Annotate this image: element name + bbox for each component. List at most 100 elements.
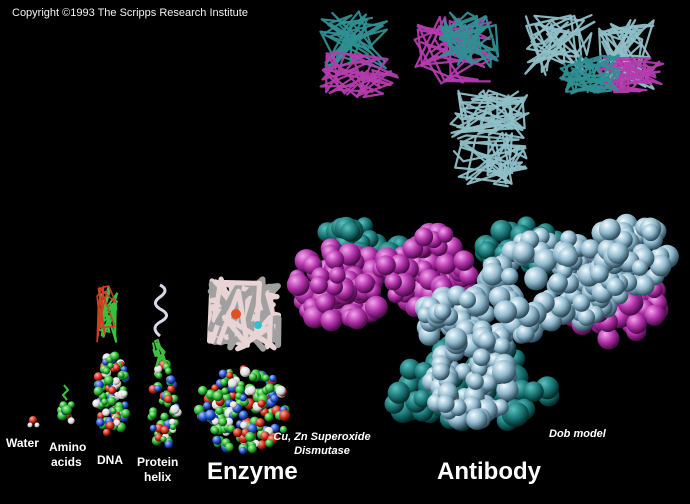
- atom-sphere: [118, 372, 125, 379]
- spacefill-atom: [385, 273, 402, 291]
- atom-sphere: [248, 372, 258, 382]
- label-protein-line1: Protein: [137, 455, 179, 469]
- spacefill-atom: [598, 218, 621, 241]
- spacefill-atom: [309, 276, 328, 295]
- atom-sphere: [215, 406, 224, 415]
- atomic-models: [27, 283, 291, 455]
- spacefill-atom: [481, 262, 505, 286]
- spacefill-atom: [375, 255, 396, 276]
- atom-sphere: [164, 440, 173, 449]
- atom-sphere: [238, 410, 249, 420]
- spacefill-atom: [590, 264, 609, 283]
- atom-sphere: [110, 351, 120, 361]
- atom-sphere: [155, 372, 163, 380]
- atom-sphere: [198, 385, 208, 396]
- spacefill-atom: [534, 249, 558, 272]
- spacefill-atom: [504, 402, 529, 427]
- spacefill-atom: [626, 313, 648, 334]
- spacefill-atom: [437, 226, 454, 243]
- spacefill-atom: [354, 273, 375, 294]
- atom-sphere: [112, 377, 120, 385]
- spacefill-atom: [524, 266, 548, 291]
- atom-sphere: [211, 417, 220, 426]
- atom-sphere: [103, 375, 114, 386]
- atom-sphere: [112, 364, 121, 372]
- atom-sphere: [203, 401, 212, 410]
- water-oxygen: [29, 416, 37, 424]
- spacefill-atom: [414, 227, 434, 247]
- label-amino-acids: Amino acids: [49, 440, 86, 470]
- spacefill-atom: [477, 331, 496, 350]
- atom-sphere: [121, 408, 131, 419]
- ribbon-strand: [526, 14, 596, 76]
- atom-sphere: [265, 439, 274, 448]
- spacefill-atom: [387, 381, 410, 404]
- atom-sphere: [105, 421, 115, 430]
- spacefill-atom: [643, 304, 666, 326]
- spacefill-atom: [458, 291, 476, 309]
- atom-sphere: [160, 412, 169, 421]
- atom-sphere: [227, 378, 238, 389]
- spacefill-atom: [315, 293, 335, 314]
- atom-sphere: [255, 418, 265, 428]
- ribbon-strand: [595, 58, 661, 94]
- atom-sphere: [226, 371, 234, 380]
- antibody-spacefill-model: [286, 213, 679, 432]
- ribbon-strand: [321, 52, 399, 99]
- spacefill-atom: [472, 348, 491, 367]
- atom-sphere: [169, 423, 177, 430]
- atom-sphere: [227, 424, 236, 433]
- atom-sphere: [270, 394, 279, 403]
- copper-ion: [231, 309, 241, 319]
- atom-sphere: [103, 367, 110, 375]
- spacefill-atom: [597, 327, 620, 350]
- ribbon-strand: [457, 131, 527, 185]
- atom-sphere: [204, 409, 216, 421]
- atom-sphere: [102, 428, 111, 437]
- atom-sphere: [247, 423, 258, 434]
- atom-sphere: [167, 385, 176, 393]
- spacefill-atom: [436, 394, 455, 413]
- atom-sphere: [102, 408, 110, 417]
- spacefill-atom: [512, 241, 535, 264]
- atom-sphere: [211, 384, 219, 392]
- atom-sphere: [101, 398, 108, 406]
- atom-sphere: [163, 394, 173, 404]
- ribbon-strand: [454, 132, 528, 188]
- atom-sphere: [149, 410, 157, 419]
- label-sod-line2: Dismutase: [294, 445, 350, 457]
- ribbon-strand: [413, 17, 491, 85]
- spacefill-atom: [286, 273, 310, 296]
- label-dob-model: Dob model: [549, 428, 606, 440]
- ribbon-strand: [319, 51, 389, 96]
- atom-sphere: [245, 431, 256, 442]
- spacefill-atom: [431, 362, 450, 381]
- atom-sphere: [246, 385, 256, 396]
- spacefill-atom: [580, 239, 601, 259]
- spacefill-atom: [435, 253, 457, 275]
- atom-sphere: [149, 424, 157, 432]
- spacefill-atom: [606, 277, 625, 296]
- atom-sphere: [62, 405, 73, 416]
- atom-sphere: [154, 385, 162, 392]
- spacefill-atom: [444, 327, 468, 351]
- atom-sphere: [211, 426, 220, 435]
- label-antibody: Antibody: [437, 458, 541, 485]
- protein-ribbon: [153, 283, 168, 338]
- spacefill-atom: [650, 254, 672, 277]
- atom-sphere: [269, 374, 277, 383]
- spacefill-atom: [523, 381, 544, 402]
- spacefill-atom: [364, 295, 388, 319]
- amino-stick: [61, 384, 70, 401]
- label-superoxide-dismutase: Cu, Zn Superoxide Dismutase: [262, 430, 382, 458]
- spacefill-atom: [577, 308, 596, 326]
- atom-sphere: [120, 390, 128, 398]
- dna-stick: [96, 284, 117, 343]
- spacefill-atom: [328, 266, 346, 284]
- label-amino-line2: acids: [51, 455, 82, 469]
- spacefill-atom: [340, 221, 360, 242]
- atom-sphere: [279, 425, 288, 434]
- label-protein-helix: Protein helix: [137, 455, 178, 485]
- atom-sphere: [212, 435, 222, 445]
- atom-sphere: [239, 394, 247, 402]
